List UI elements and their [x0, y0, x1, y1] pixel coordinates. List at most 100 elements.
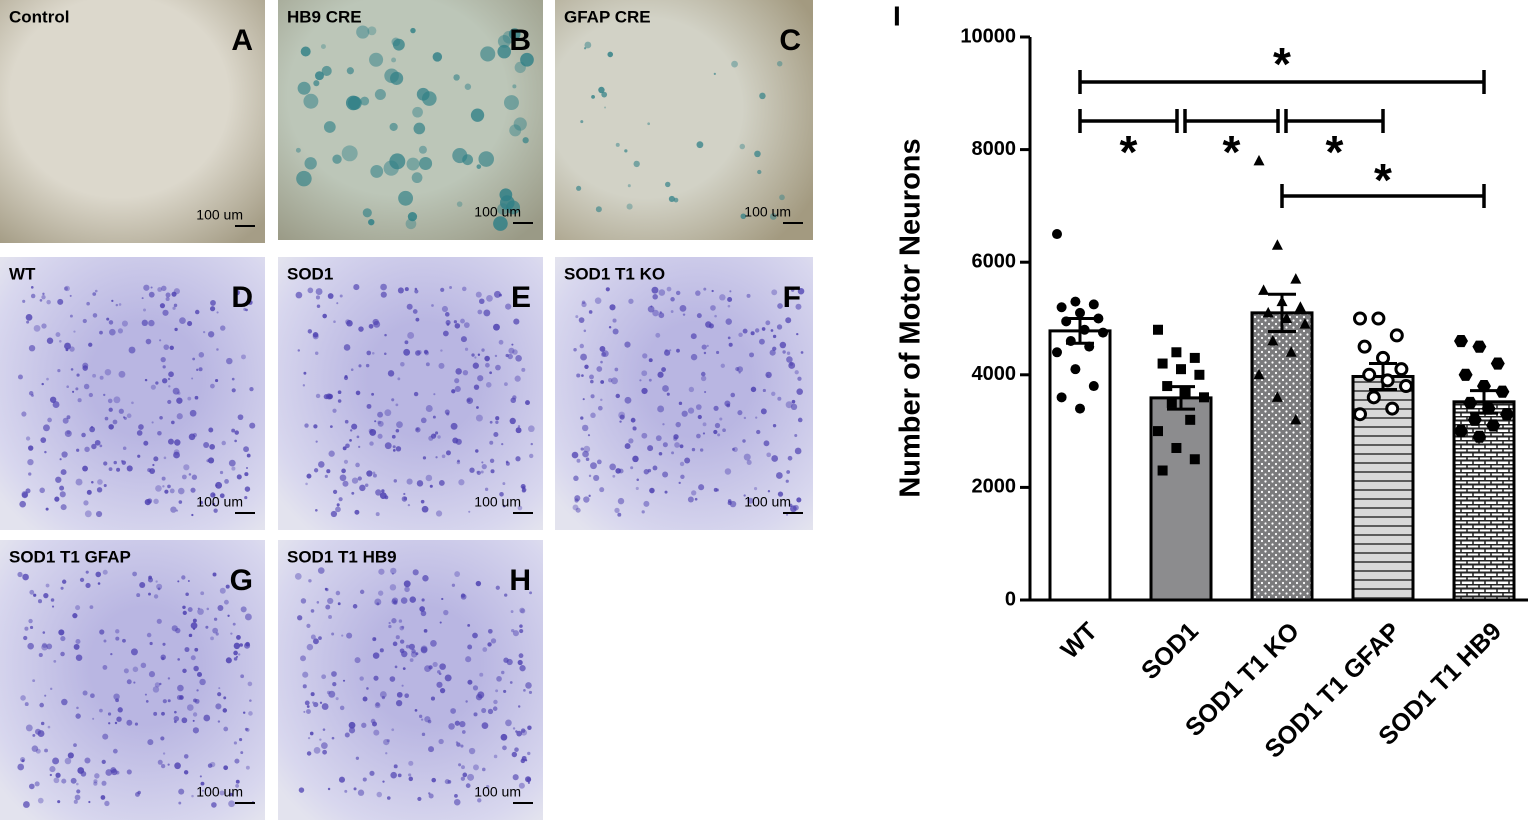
cell	[218, 687, 221, 690]
cell	[475, 291, 482, 298]
cell	[722, 428, 726, 433]
cell	[176, 397, 183, 404]
cell	[441, 305, 449, 313]
cell	[130, 648, 138, 656]
cell	[761, 327, 766, 331]
cell	[192, 727, 199, 734]
cell	[159, 682, 162, 686]
cell	[61, 698, 68, 706]
panel-label: SOD1 T1 GFAP	[9, 547, 131, 566]
point	[1353, 407, 1367, 422]
cell	[318, 636, 322, 641]
cell	[213, 617, 218, 621]
cell	[219, 470, 224, 475]
cell	[476, 406, 479, 409]
cell	[17, 763, 25, 771]
cell	[428, 792, 431, 795]
cell	[786, 356, 793, 363]
cell	[520, 729, 528, 736]
cell	[53, 777, 60, 784]
cell	[356, 25, 370, 39]
cell	[662, 442, 668, 448]
cell	[594, 297, 602, 304]
cell	[92, 313, 98, 318]
cell	[472, 362, 479, 369]
cell	[578, 317, 585, 323]
cell	[167, 399, 172, 405]
cell	[191, 474, 198, 480]
cell	[126, 465, 133, 472]
cell	[493, 431, 499, 438]
cell	[167, 699, 171, 703]
cell	[482, 647, 488, 652]
cell	[297, 81, 311, 95]
cell	[112, 419, 118, 425]
cell	[772, 346, 777, 351]
cell	[70, 368, 74, 371]
point	[1271, 239, 1283, 250]
cell	[231, 428, 236, 433]
cell	[371, 351, 375, 355]
cell	[231, 377, 235, 381]
cell	[217, 692, 222, 697]
cell	[720, 363, 725, 368]
cell	[118, 408, 124, 414]
cell	[231, 388, 236, 393]
cell	[582, 398, 585, 401]
cell	[397, 377, 401, 381]
cell	[242, 711, 246, 714]
cell	[492, 706, 498, 711]
cell	[99, 375, 104, 380]
panel-label: Control	[9, 7, 69, 26]
cell	[503, 657, 509, 663]
cell	[99, 629, 105, 635]
cell	[30, 293, 36, 299]
cell	[776, 324, 783, 330]
cell	[412, 309, 418, 314]
cell	[713, 429, 718, 435]
cell	[103, 461, 108, 466]
cell	[171, 625, 178, 632]
cell	[328, 450, 335, 457]
cell	[362, 777, 367, 782]
cell	[415, 652, 419, 656]
cell	[319, 738, 322, 741]
cell	[344, 789, 348, 793]
cell	[92, 717, 95, 720]
cell	[514, 375, 521, 382]
cell	[444, 779, 450, 785]
point	[1093, 313, 1104, 324]
cell	[28, 391, 34, 396]
cell	[321, 674, 327, 680]
cell	[196, 368, 199, 371]
cell	[186, 704, 194, 711]
cell	[450, 708, 457, 714]
panel-label: SOD1 T1 KO	[564, 264, 665, 283]
cell	[208, 427, 214, 433]
cell	[455, 741, 459, 744]
point	[1084, 341, 1095, 352]
cell	[482, 767, 486, 772]
cell	[419, 606, 425, 612]
cell	[588, 310, 593, 314]
cell	[161, 476, 166, 481]
cell	[673, 434, 679, 440]
cell	[757, 169, 762, 175]
cell	[599, 346, 606, 352]
cell	[410, 651, 418, 658]
cell	[767, 490, 771, 493]
cell	[413, 122, 426, 135]
cell	[359, 484, 366, 492]
cell	[393, 479, 398, 483]
cell	[590, 394, 595, 399]
cell	[424, 350, 430, 356]
cell	[730, 392, 736, 398]
cell	[480, 46, 496, 62]
cell	[45, 583, 50, 588]
cell	[515, 427, 522, 434]
cell	[611, 377, 618, 385]
cell	[313, 702, 319, 708]
cell	[66, 385, 69, 389]
cell	[714, 314, 717, 318]
cell	[770, 329, 774, 332]
